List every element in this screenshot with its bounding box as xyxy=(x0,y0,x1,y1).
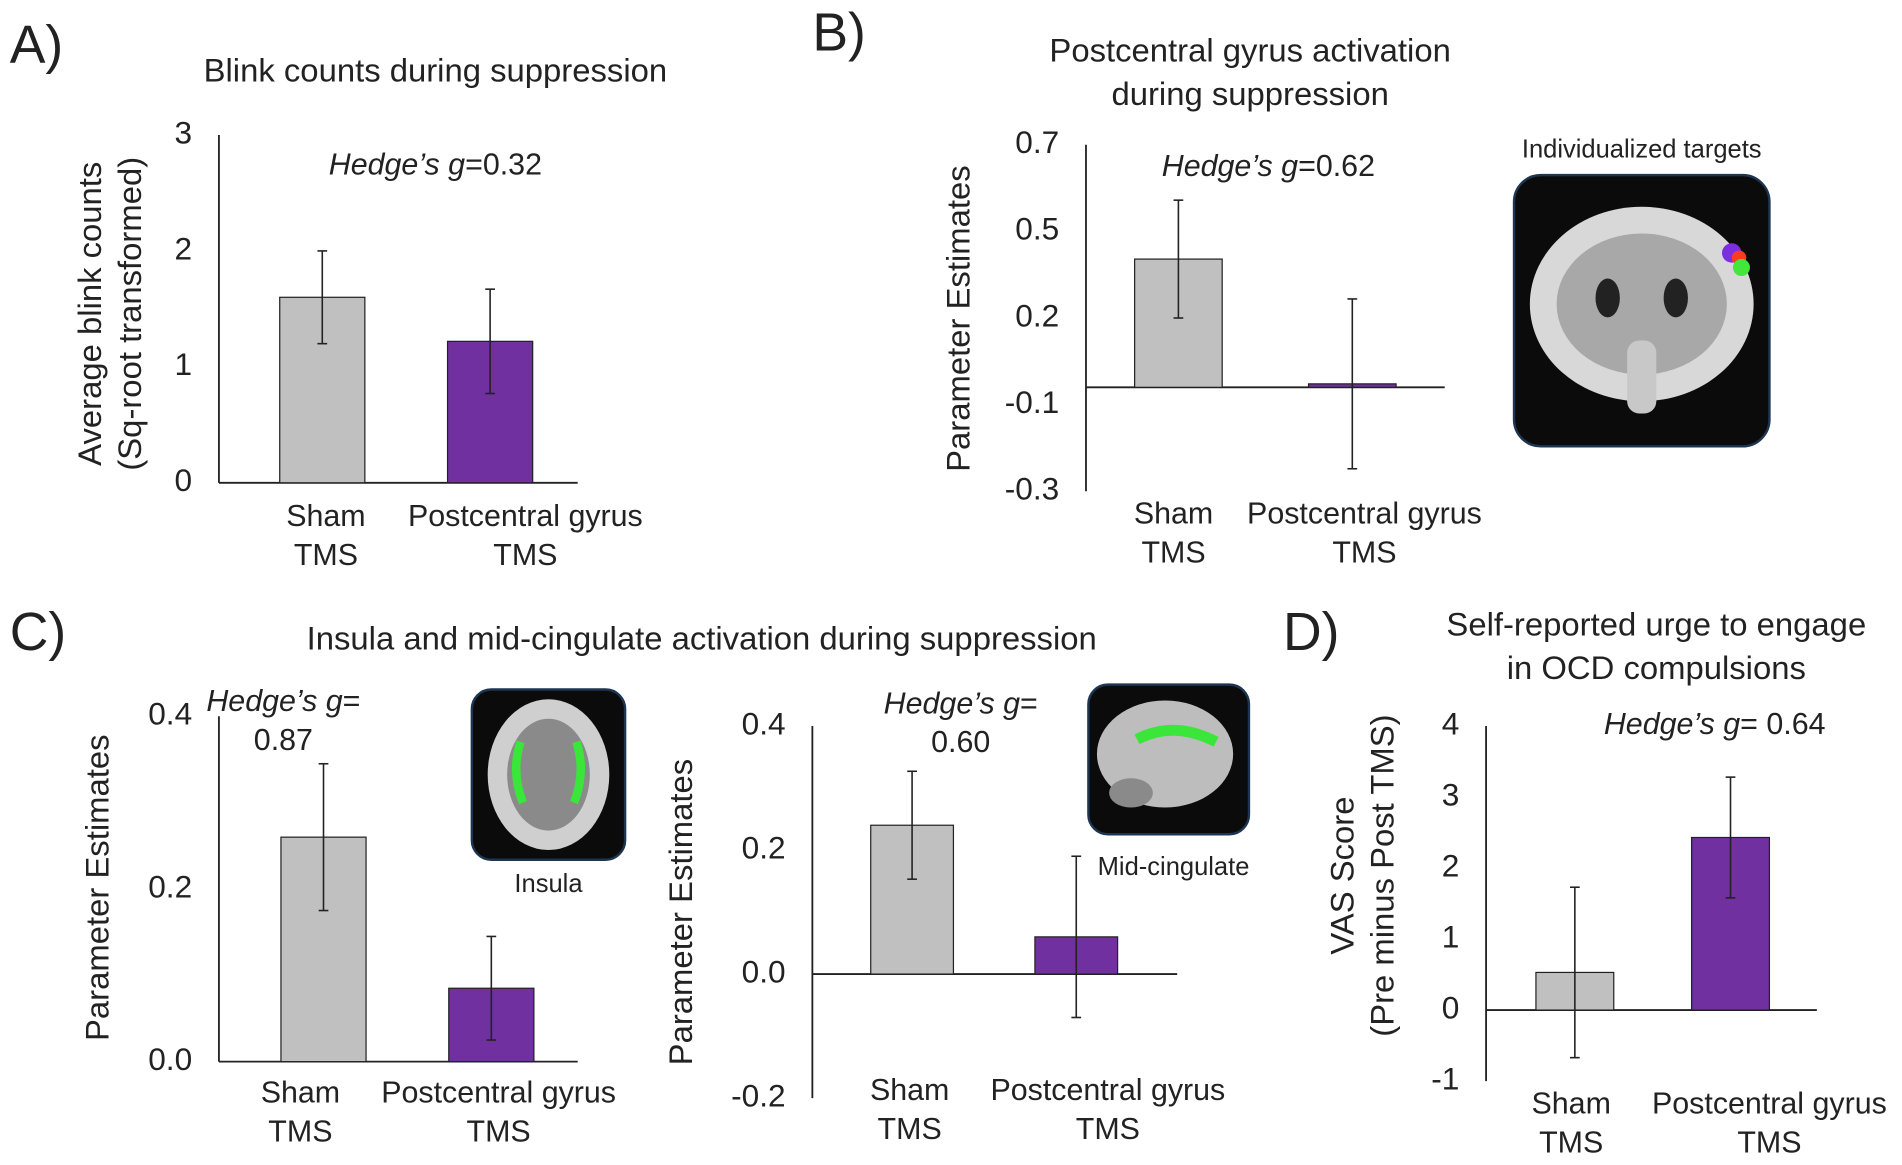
panel-label: B) xyxy=(812,4,866,63)
y-tick-label: 0.5 xyxy=(1015,211,1059,247)
x-tick-label: Postcentral gyrus TMS xyxy=(1247,497,1482,570)
annotation: Hedge’s g=0.62 xyxy=(1162,149,1375,183)
annotation: Hedge’s g= xyxy=(884,686,1038,720)
error-bar xyxy=(485,288,495,395)
annotation-part: =0.32 xyxy=(465,148,542,182)
annotation-part: = 0.64 xyxy=(1740,707,1825,741)
y-tick-label: 3 xyxy=(1442,776,1460,812)
error-bar xyxy=(1173,199,1184,319)
x-tick-label: Postcentral gyrus TMS xyxy=(408,499,643,572)
error-bar xyxy=(1569,886,1580,1059)
panel-label: D) xyxy=(1283,603,1339,662)
y-tick-label: 0 xyxy=(175,462,193,498)
annotation-part: =0.62 xyxy=(1298,149,1375,183)
brain-image-axial xyxy=(470,688,627,861)
y-axis-label: Parameter Estimates xyxy=(78,734,115,1040)
y-tick-label: -0.3 xyxy=(1005,471,1059,507)
x-tick-label: Postcentral gyrus TMS xyxy=(1652,1086,1887,1159)
error-bar xyxy=(1725,776,1736,899)
x-tick-label: Sham TMS xyxy=(870,1073,949,1146)
panel-label: A) xyxy=(10,16,64,75)
y-tick-label: 0.0 xyxy=(742,953,786,989)
annotation-part: = xyxy=(343,684,361,718)
image-label: Insula xyxy=(514,870,583,898)
error-bar xyxy=(1071,855,1082,1019)
y-tick-label: 2 xyxy=(1442,847,1460,883)
y-tick-label: 4 xyxy=(1442,705,1460,741)
y-tick-label: 0.2 xyxy=(742,829,786,865)
image-label: Mid-cingulate xyxy=(1098,853,1250,881)
error-bar xyxy=(318,762,329,912)
annotation-part: Hedge’s g xyxy=(329,148,465,182)
y-axis-label: VAS Score (Pre minus Post TMS) xyxy=(1323,714,1400,1036)
x-tick-label: Sham TMS xyxy=(1134,497,1213,570)
annotation: 0.60 xyxy=(931,725,990,759)
chart-title: Blink counts during suppression xyxy=(204,52,668,89)
error-bar xyxy=(907,770,917,880)
y-tick-label: 0 xyxy=(1442,989,1460,1025)
annotation-part: Hedge’s g xyxy=(206,684,342,718)
brain-image-sagittal xyxy=(1087,683,1251,836)
y-axis-label: Parameter Estimates xyxy=(939,165,976,472)
x-tick-label: Sham TMS xyxy=(286,499,365,572)
annotation: 0.87 xyxy=(254,723,313,757)
annotation: Hedge’s g= 0.64 xyxy=(1604,707,1826,741)
y-tick-label: 0.4 xyxy=(148,696,192,732)
y-tick-label: -0.2 xyxy=(731,1077,785,1113)
annotation-part: = xyxy=(1020,686,1038,720)
y-tick-label: 3 xyxy=(175,114,193,150)
chart-title: Self-reported urge to engage in OCD compu… xyxy=(1446,605,1866,686)
y-axis-label: Parameter Estimates xyxy=(662,759,699,1065)
annotation: Hedge’s g= xyxy=(206,684,360,718)
y-tick-label: -0.1 xyxy=(1005,384,1059,420)
image-label: Individualized targets xyxy=(1522,136,1762,164)
error-bar xyxy=(486,935,497,1041)
x-tick-label: Postcentral gyrus TMS xyxy=(990,1073,1225,1146)
y-tick-label: 0.4 xyxy=(742,705,786,741)
x-tick-label: Postcentral gyrus TMS xyxy=(381,1075,616,1148)
annotation-part: Hedge’s g xyxy=(884,686,1020,720)
annotation-part: Hedge’s g xyxy=(1162,149,1298,183)
annotation-part: 0.60 xyxy=(931,725,990,759)
annotation: Hedge’s g=0.32 xyxy=(329,148,542,182)
y-tick-label: 0.0 xyxy=(148,1041,192,1077)
y-tick-label: -1 xyxy=(1431,1060,1459,1096)
chart-title: Insula and mid-cingulate activation duri… xyxy=(307,620,1097,657)
y-tick-label: 0.2 xyxy=(1015,297,1059,333)
error-bar xyxy=(1347,298,1358,470)
y-tick-label: 1 xyxy=(1442,918,1460,954)
brain-image-coronal xyxy=(1512,173,1771,448)
annotation-part: Hedge’s g xyxy=(1604,707,1740,741)
x-tick-label: Sham TMS xyxy=(1532,1086,1611,1159)
y-axis-label: Average blink counts (Sq-root transformed… xyxy=(71,157,148,471)
error-bar xyxy=(317,250,328,345)
chart-title: Postcentral gyrus activation during suppr… xyxy=(1049,31,1450,112)
x-tick-label: Sham TMS xyxy=(261,1075,340,1148)
y-tick-label: 2 xyxy=(175,230,193,266)
panel-label: C) xyxy=(10,603,66,662)
y-tick-label: 0.7 xyxy=(1015,124,1059,160)
y-tick-label: 1 xyxy=(175,346,193,382)
y-tick-label: 0.2 xyxy=(148,868,192,904)
annotation-part: 0.87 xyxy=(254,723,313,757)
